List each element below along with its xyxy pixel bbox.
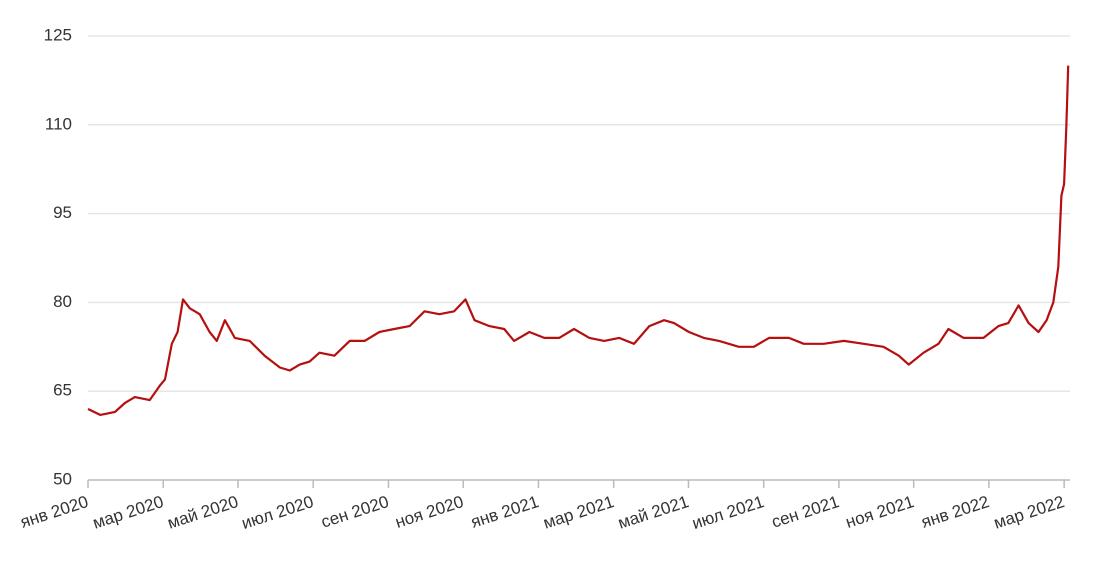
x-tick-label: янв 2022 [919,492,992,532]
x-tick-label: июл 2020 [239,492,316,533]
x-tick-label: янв 2020 [18,492,91,532]
x-tick-label: мар 2020 [90,492,165,533]
x-tick-label: ноя 2020 [393,492,466,532]
line [87,65,1070,416]
y-tick-label: 65 [53,381,72,400]
x-tick-label: мар 2022 [991,492,1066,533]
x-tick-label: июл 2021 [690,492,767,533]
y-tick-label: 110 [45,114,72,133]
y-tick-label: 95 [53,203,72,222]
y-tick-label: 50 [53,469,72,488]
x-tick-label: янв 2021 [468,492,541,532]
x-tick-label: мар 2021 [541,492,616,533]
x-tick-label: сен 2020 [319,492,391,532]
x-tick-label: ноя 2021 [843,492,916,532]
y-tick-label: 125 [44,25,72,44]
y-tick-label: 80 [53,292,72,311]
x-tick-label: сен 2021 [769,492,841,532]
x-tick-label: май 2021 [616,492,691,533]
x-tick-label: май 2020 [165,492,240,533]
